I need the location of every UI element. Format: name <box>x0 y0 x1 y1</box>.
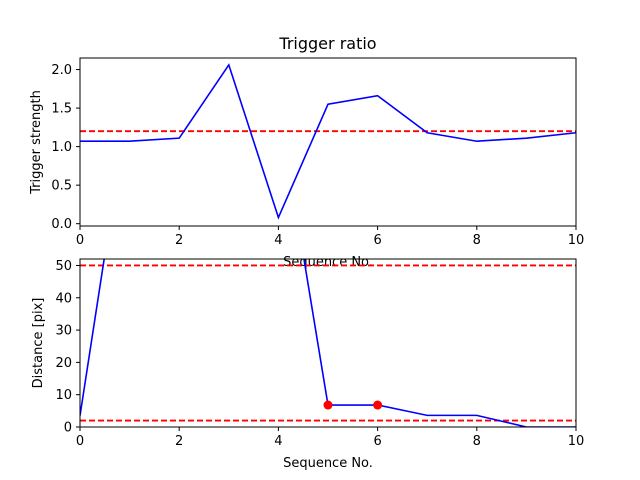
y-tick-label: 1.5 <box>51 102 72 117</box>
y-tick-label: 30 <box>55 324 72 339</box>
axes-frame <box>79 57 577 227</box>
x-tick-label: 8 <box>473 434 481 449</box>
y-tick-label: 40 <box>55 291 72 306</box>
axes: 0 2 4 6 8 10 0.0 0.5 1.0 1.5 2.0 <box>51 63 584 248</box>
x-tick-label: 4 <box>274 233 282 248</box>
x-tick-label: 2 <box>175 233 183 248</box>
x-axis-label: Sequence No. <box>283 255 373 270</box>
x-tick-label: 10 <box>568 434 585 449</box>
y-tick-label: 50 <box>55 259 72 274</box>
y-tick-label: 0 <box>64 421 72 436</box>
x-tick-label: 0 <box>76 233 84 248</box>
y-tick-label: 0.0 <box>51 217 72 232</box>
y-tick-label: 10 <box>55 388 72 403</box>
y-tick-label: 1.0 <box>51 140 72 155</box>
y-tick-label: 0.5 <box>51 179 72 194</box>
plot-area <box>80 259 576 427</box>
marker-point <box>373 400 383 410</box>
plot-area <box>80 63 576 220</box>
x-tick-label: 4 <box>274 434 282 449</box>
y-axis-label: Trigger strength <box>29 90 44 195</box>
y-tick-label: 20 <box>55 356 72 371</box>
x-tick-label: 0 <box>76 434 84 449</box>
marker-point <box>323 400 333 410</box>
x-tick-label: 6 <box>373 434 381 449</box>
x-tick-label: 10 <box>568 233 585 248</box>
distance-subplot: 0 2 4 6 8 10 0 10 20 30 40 50 Sequence No. Distance… <box>31 258 584 471</box>
x-tick-label: 6 <box>373 233 381 248</box>
axes-frame <box>79 258 577 428</box>
chart-title: Trigger ratio <box>278 34 376 53</box>
x-tick-label: 2 <box>175 434 183 449</box>
axes: 0 2 4 6 8 10 0 10 20 30 40 50 <box>55 259 584 449</box>
y-tick-label: 2.0 <box>51 63 72 78</box>
series-line <box>80 63 576 220</box>
x-tick-label: 8 <box>473 233 481 248</box>
y-axis-label: Distance [pix] <box>31 298 46 389</box>
x-axis-label: Sequence No. <box>283 456 373 471</box>
